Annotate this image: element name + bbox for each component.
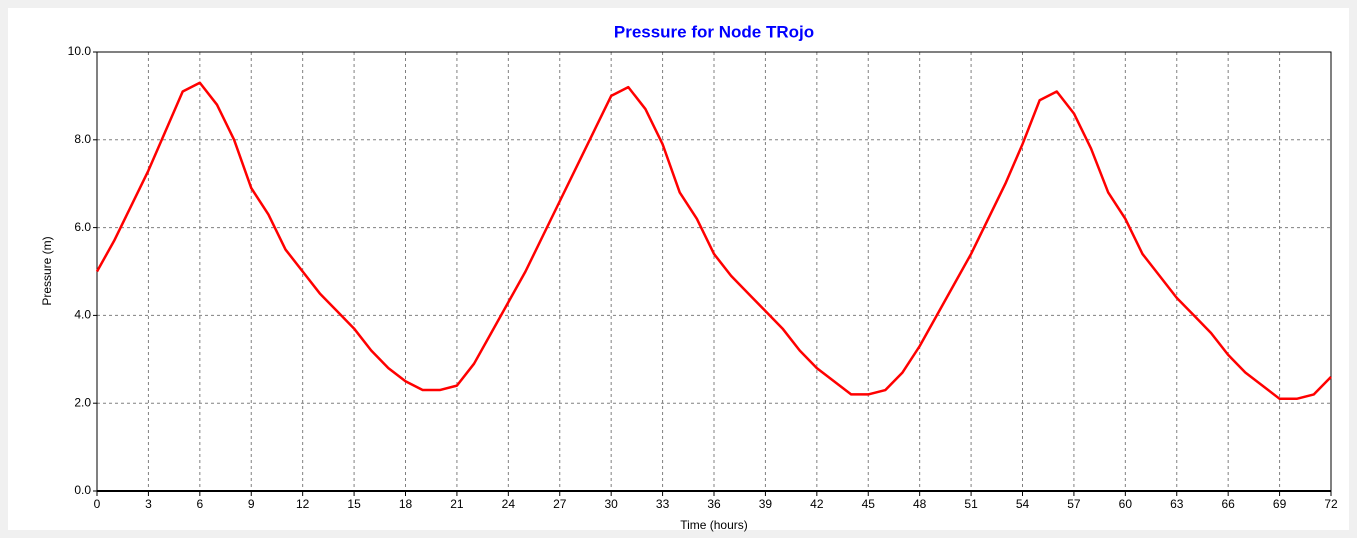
x-tick-label: 69 xyxy=(1273,497,1287,511)
x-tick-label: 51 xyxy=(964,497,978,511)
x-tick-label: 42 xyxy=(810,497,824,511)
x-tick-label: 39 xyxy=(759,497,773,511)
x-tick-label: 18 xyxy=(399,497,413,511)
y-tick-label: 6.0 xyxy=(74,220,91,234)
x-tick-label: 45 xyxy=(862,497,876,511)
x-tick-label: 6 xyxy=(196,497,203,511)
x-tick-label: 9 xyxy=(248,497,255,511)
y-tick-label: 8.0 xyxy=(74,132,91,146)
x-tick-label: 36 xyxy=(707,497,721,511)
y-tick-label: 0.0 xyxy=(74,483,91,497)
y-axis-label: Pressure (m) xyxy=(40,236,54,305)
x-tick-label: 63 xyxy=(1170,497,1184,511)
x-tick-label: 27 xyxy=(553,497,567,511)
y-tick-label: 2.0 xyxy=(74,395,91,409)
data-line xyxy=(95,81,1332,401)
x-tick-label: 24 xyxy=(502,497,516,511)
x-tick-label: 12 xyxy=(296,497,310,511)
x-tick-label: 54 xyxy=(1016,497,1030,511)
y-tick-label: 4.0 xyxy=(74,308,91,322)
x-tick-label: 72 xyxy=(1324,497,1338,511)
chart-title: Pressure for Node TRojo xyxy=(614,22,814,41)
x-tick-label: 57 xyxy=(1067,497,1081,511)
x-tick-label: 66 xyxy=(1221,497,1235,511)
x-tick-label: 48 xyxy=(913,497,927,511)
x-tick-label: 60 xyxy=(1119,497,1133,511)
x-tick-label: 33 xyxy=(656,497,670,511)
x-tick-label: 0 xyxy=(94,497,101,511)
x-tick-label: 21 xyxy=(450,497,464,511)
x-tick-label: 30 xyxy=(604,497,618,511)
y-tick-label: 10.0 xyxy=(68,44,92,58)
x-tick-label: 3 xyxy=(145,497,152,511)
x-tick-label: 15 xyxy=(347,497,361,511)
x-axis-label: Time (hours) xyxy=(680,518,748,532)
